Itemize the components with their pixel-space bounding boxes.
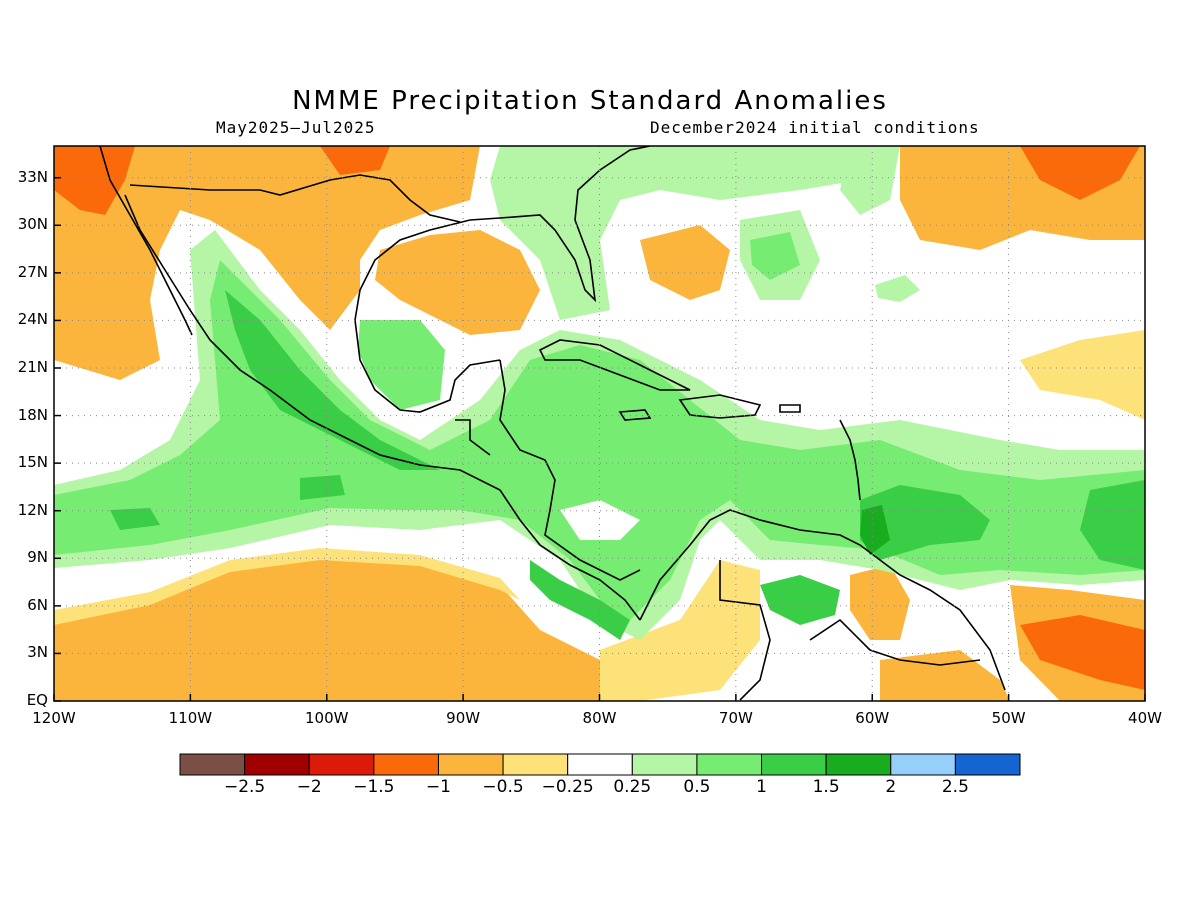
wet-region-pacific-west [110, 508, 160, 530]
initial-conditions: December2024 initial conditions [650, 118, 980, 137]
colorbar-label: 0.25 [613, 777, 652, 797]
colorbar-swatch [890, 753, 956, 776]
dry-region-amazon [880, 650, 1010, 701]
wet-region-atlantic-dot [875, 275, 920, 302]
very-dry-region-nw [54, 146, 135, 215]
lon-label: 110W [168, 709, 213, 727]
colorbar-swatch [179, 753, 246, 776]
lon-label: 100W [305, 709, 349, 727]
coast-lesser-antilles [839, 419, 861, 501]
wet-region-atlantic-n [840, 146, 900, 215]
lat-label: 6N [27, 595, 48, 614]
dry-region-guianas [850, 565, 910, 640]
coast-hispaniola [678, 394, 762, 419]
coast-central-america-east [499, 359, 641, 581]
coast-cuba [538, 339, 691, 391]
colorbar-label: −2.5 [223, 777, 266, 797]
colorbar-label: 2 [885, 777, 897, 797]
colorbar-label: −0.25 [541, 777, 594, 797]
wet-region-caribbean-east-core [860, 505, 890, 555]
wet-region-panama-core [530, 560, 630, 640]
wet-region-atlantic-east [1080, 480, 1145, 570]
colorbar-swatch [567, 753, 633, 776]
lat-label: 3N [27, 643, 48, 662]
wet-region-caribbean-east [860, 485, 990, 560]
very-dry-region-atlantic-se [1020, 615, 1145, 690]
axis-ticks [53, 176, 1146, 702]
lat-lon-grid [54, 146, 1145, 701]
lat-label: 30N [17, 215, 48, 234]
lon-label: 120W [32, 709, 76, 727]
forecast-period: May2025–Jul2025 [216, 118, 376, 137]
border-brazil [809, 618, 981, 666]
border-venezuela [719, 560, 771, 701]
wet-region-mexico-core [225, 290, 440, 470]
border-us-mexico [129, 174, 461, 223]
very-dry-region-mexico-n [320, 146, 390, 175]
wet-region-venezuela [760, 575, 840, 625]
lon-label: 60W [855, 709, 890, 727]
dry-region-gulf [375, 230, 540, 335]
anomaly-fields [54, 146, 1145, 701]
dry-region-caribbean-west-light [560, 500, 640, 540]
dry-region-pacific-south [54, 555, 620, 701]
wet-region-atlantic-central-mid [750, 232, 800, 280]
wet-region-gulf-west [358, 320, 445, 410]
colorbar-swatch [631, 753, 698, 776]
coast-south-america-north [639, 509, 1006, 691]
lon-label: 50W [991, 709, 1026, 727]
coast-gulf [354, 219, 501, 413]
colorbar-swatch [696, 753, 763, 776]
lat-label: 24N [17, 310, 48, 329]
lat-label: 12N [17, 500, 48, 519]
lon-label: 80W [582, 709, 617, 727]
colorbar [179, 753, 1021, 776]
colorbar-label: 1.5 [812, 777, 840, 797]
lon-label: 40W [1128, 709, 1162, 727]
map-title: NMME Precipitation Standard Anomalies [292, 86, 888, 116]
coast-baja [99, 146, 193, 336]
wet-region-southeast-us-light [490, 146, 880, 320]
colorbar-label: −1 [425, 777, 451, 797]
colorbar-label: −2 [296, 777, 322, 797]
lat-label: 21N [17, 358, 48, 376]
border-guatemala [455, 419, 491, 456]
dry-region-east-light [1020, 330, 1145, 420]
colorbar-swatch [761, 753, 827, 776]
colorbar-label: 0.5 [683, 777, 711, 797]
lat-label: 27N [17, 262, 48, 281]
coast-jamaica [618, 409, 652, 421]
lon-label: 70W [718, 709, 753, 727]
lat-label: EQ [26, 691, 48, 709]
lat-label: 18N [17, 405, 48, 424]
colorbar-swatch [954, 753, 1021, 776]
dry-region-mexico [54, 146, 480, 380]
colorbar-swatch [825, 753, 892, 776]
colorbar-label: 1 [756, 777, 767, 797]
coast-mexico-pacific [124, 194, 641, 621]
colorbar-swatch [502, 753, 569, 776]
colorbar-label: 2.5 [941, 777, 969, 797]
colorbar-label: −0.5 [482, 777, 524, 797]
dry-region-pacific-south-light [54, 548, 520, 625]
wet-region-pacific-mid [300, 475, 345, 500]
colorbar-swatch [373, 753, 439, 776]
lon-label: 90W [446, 709, 481, 727]
colorbar-swatch [244, 753, 310, 776]
dry-region-bahamas [640, 225, 730, 300]
colorbar-label: −1.5 [353, 777, 395, 797]
colorbar-swatch [308, 753, 375, 776]
lat-label: 33N [17, 167, 48, 186]
coast-puerto-rico [779, 404, 801, 413]
very-dry-region-ne [1020, 146, 1140, 200]
lat-label: 9N [27, 548, 48, 567]
lat-label: 15N [17, 453, 48, 472]
colorbar-swatch [437, 753, 504, 776]
